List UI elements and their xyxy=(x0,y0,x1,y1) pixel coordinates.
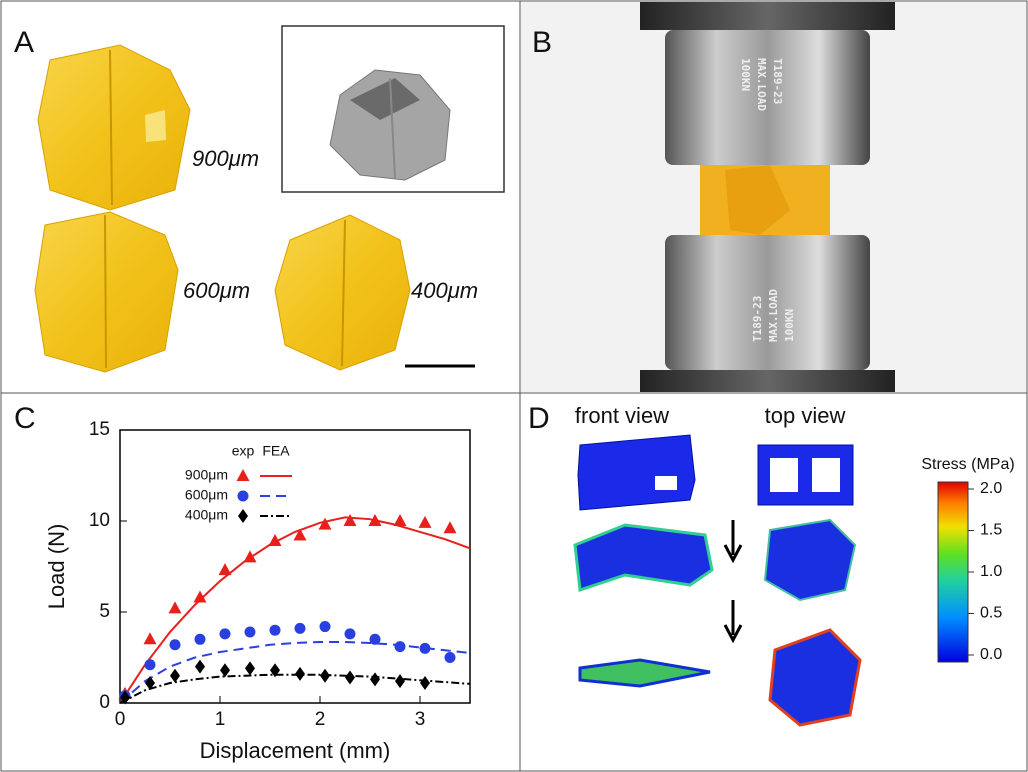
figure: A 900μm 600μm 400μm B 100KN MAX.LOAD T18… xyxy=(0,0,1028,772)
size-label: 600μm xyxy=(183,278,250,303)
y-tick-label: 15 xyxy=(89,419,110,440)
stamp-text: 100KN xyxy=(739,58,752,91)
data-point xyxy=(170,639,181,650)
panel-letter: B xyxy=(532,26,552,59)
panel-letter: D xyxy=(528,402,550,435)
data-point xyxy=(195,634,206,645)
data-point xyxy=(395,641,406,652)
view-label: top view xyxy=(765,403,846,428)
y-axis-label: Load (N) xyxy=(44,524,69,610)
colorbar-tick-label: 1.0 xyxy=(980,563,1002,580)
stamp-text: T189-23 xyxy=(771,58,784,104)
data-point xyxy=(245,627,256,638)
stamp-text: MAX.LOAD xyxy=(767,289,780,342)
x-tick-label: 0 xyxy=(115,709,126,730)
sample-photo xyxy=(275,215,410,370)
colorbar-tick-label: 2.0 xyxy=(980,480,1002,497)
legend-label: 600μm xyxy=(185,487,228,503)
sample-photo xyxy=(35,212,178,372)
data-point xyxy=(420,643,431,654)
y-tick-label: 10 xyxy=(89,510,110,531)
data-point xyxy=(270,625,281,636)
x-tick-label: 1 xyxy=(215,709,226,730)
sample-photo xyxy=(38,45,190,210)
data-point xyxy=(345,628,356,639)
colorbar xyxy=(938,482,968,662)
legend-header: exp xyxy=(232,443,255,459)
data-point xyxy=(145,659,156,670)
stamp-text: T189-23 xyxy=(751,296,764,342)
legend-header: FEA xyxy=(262,443,290,459)
data-point xyxy=(320,621,331,632)
x-tick-label: 3 xyxy=(415,709,426,730)
colorbar-tick-label: 1.5 xyxy=(980,522,1002,539)
y-tick-label: 0 xyxy=(99,692,110,713)
size-label: 400μm xyxy=(411,278,478,303)
x-tick-label: 2 xyxy=(315,709,326,730)
panel-letter: C xyxy=(14,402,36,435)
colorbar-tick-label: 0.5 xyxy=(980,605,1002,622)
legend-label: 900μm xyxy=(185,467,228,483)
colorbar-tick-label: 0.0 xyxy=(980,646,1002,663)
data-point xyxy=(370,634,381,645)
data-point xyxy=(295,623,306,634)
data-point xyxy=(220,628,231,639)
x-axis-label: Displacement (mm) xyxy=(200,738,391,763)
size-label: 900μm xyxy=(192,146,259,171)
legend-marker xyxy=(238,491,249,502)
panel-letter: A xyxy=(14,26,34,59)
stamp-text: MAX.LOAD xyxy=(755,58,768,111)
data-point xyxy=(445,652,456,663)
legend-label: 400μm xyxy=(185,507,228,523)
view-label: front view xyxy=(575,403,669,428)
stamp-text: 100KN xyxy=(783,309,796,342)
colorbar-title: Stress (MPa) xyxy=(921,456,1014,473)
y-tick-label: 5 xyxy=(99,601,110,622)
